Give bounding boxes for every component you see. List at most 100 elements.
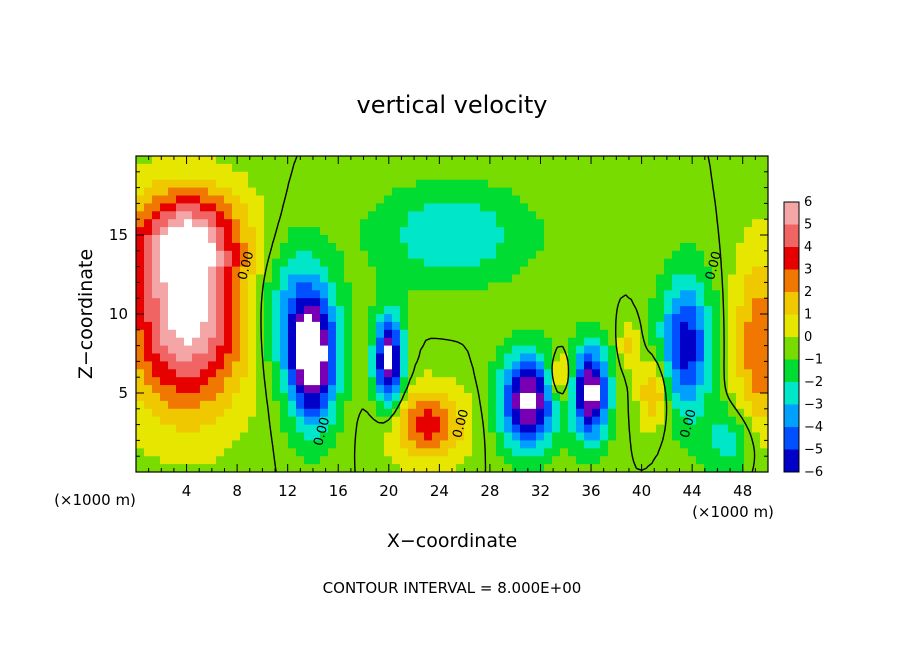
field-cell <box>736 242 745 252</box>
field-cell <box>168 314 177 323</box>
field-cell <box>208 329 217 339</box>
field-cell <box>616 282 625 291</box>
field-cell <box>168 242 177 252</box>
field-cell <box>480 250 489 260</box>
field-cell <box>560 242 569 252</box>
field-cell <box>184 235 193 244</box>
field-cell <box>272 377 281 386</box>
field-cell <box>320 274 329 283</box>
field-cell <box>200 393 209 402</box>
field-cell <box>512 219 521 228</box>
field-cell <box>184 187 193 197</box>
field-cell <box>440 266 449 276</box>
field-cell <box>432 298 441 307</box>
field-cell <box>648 163 657 173</box>
field-cell <box>440 377 449 386</box>
field-cell <box>704 400 713 410</box>
field-cell <box>600 393 609 402</box>
field-cell <box>760 227 768 236</box>
field-cell <box>480 187 489 197</box>
field-cell <box>408 456 417 465</box>
field-cell <box>176 219 185 228</box>
field-cell <box>232 235 241 244</box>
field-cell <box>296 290 305 299</box>
field-cell <box>544 163 553 173</box>
field-cell <box>512 195 521 204</box>
field-cell <box>144 266 153 276</box>
field-cell <box>712 179 721 189</box>
field-cell <box>520 187 529 197</box>
field-cell <box>336 171 345 181</box>
field-cell <box>352 266 361 276</box>
field-cell <box>264 337 273 347</box>
field-cell <box>184 321 193 331</box>
field-cell <box>144 306 153 315</box>
field-cell <box>472 440 481 449</box>
field-cell <box>712 329 721 339</box>
field-cell <box>384 219 393 228</box>
field-cell <box>352 321 361 331</box>
field-cell <box>376 385 385 394</box>
field-cell <box>752 156 761 165</box>
field-cell <box>360 274 369 283</box>
field-cell <box>208 227 217 236</box>
field-cell <box>464 377 473 386</box>
field-cell <box>152 385 161 394</box>
field-cell <box>672 306 681 315</box>
field-cell <box>712 306 721 315</box>
field-cell <box>264 400 273 410</box>
field-cell <box>552 448 561 457</box>
field-cell <box>216 282 225 291</box>
field-cell <box>224 456 233 465</box>
field-cell <box>656 385 665 394</box>
field-cell <box>280 314 289 323</box>
field-cell <box>144 219 153 228</box>
field-cell <box>168 361 177 370</box>
field-cell <box>544 235 553 244</box>
field-cell <box>232 464 241 472</box>
field-cell <box>552 408 561 418</box>
field-cell <box>328 282 337 291</box>
field-cell <box>240 448 249 457</box>
field-cell <box>320 266 329 276</box>
field-cell <box>328 227 337 236</box>
field-cell <box>336 329 345 339</box>
field-cell <box>568 211 577 220</box>
field-cell <box>336 448 345 457</box>
field-cell <box>448 258 457 268</box>
field-cell <box>392 456 401 465</box>
field-cell <box>480 448 489 457</box>
field-cell <box>152 314 161 323</box>
field-cell <box>592 361 601 370</box>
field-cell <box>464 274 473 283</box>
colorbar-swatch <box>784 382 799 405</box>
field-cell <box>336 187 345 197</box>
field-cell <box>360 448 369 457</box>
field-cell <box>528 298 537 307</box>
field-cell <box>296 440 305 449</box>
field-cell <box>208 361 217 370</box>
field-cell <box>496 242 505 252</box>
field-cell <box>696 250 705 260</box>
field-cell <box>576 211 585 220</box>
field-cell <box>272 195 281 204</box>
field-cell <box>184 195 193 204</box>
field-cell <box>552 219 561 228</box>
field-cell <box>696 424 705 434</box>
field-cell <box>552 314 561 323</box>
field-cell <box>752 187 761 197</box>
field-cell <box>560 369 569 378</box>
field-cell <box>336 156 345 165</box>
field-cell <box>200 369 209 378</box>
field-cell <box>640 258 649 268</box>
field-cell <box>504 290 513 299</box>
field-cell <box>376 203 385 212</box>
field-cell <box>584 416 593 426</box>
field-cell <box>712 321 721 331</box>
field-cell <box>376 211 385 220</box>
field-cell <box>512 171 521 181</box>
field-cell <box>160 369 169 378</box>
field-cell <box>632 440 641 449</box>
field-cell <box>568 298 577 307</box>
field-cell <box>648 195 657 204</box>
